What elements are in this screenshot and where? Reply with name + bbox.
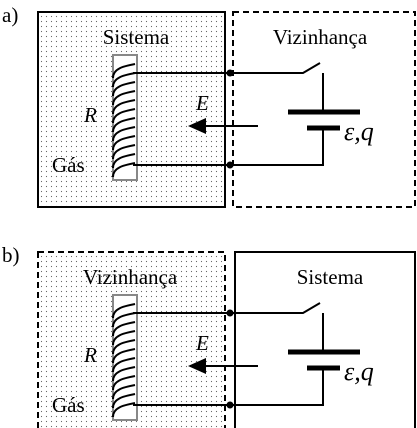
left-box-label: Sistema: [103, 25, 170, 49]
terminal: [227, 310, 234, 317]
panel-label: b): [2, 243, 20, 267]
left-box-label: Vizinhança: [83, 265, 178, 289]
panel-a: a) Sistema Vizinhança E R Gás ε,q: [2, 3, 415, 207]
terminal: [227, 162, 234, 169]
resistor-label: R: [83, 343, 97, 367]
energy-label: E: [195, 331, 209, 355]
gas-label: Gás: [52, 153, 85, 177]
right-box-label: Sistema: [297, 265, 364, 289]
resistor-label: R: [83, 103, 97, 127]
panel-label: a): [2, 3, 18, 27]
source-label: ε,q: [344, 117, 374, 146]
energy-label: E: [195, 91, 209, 115]
terminal: [227, 402, 234, 409]
diagram: a) Sistema Vizinhança E R Gás ε,q b) Vizinh…: [0, 0, 417, 428]
right-box-label: Vizinhança: [273, 25, 368, 49]
panel-b: b) Vizinhança Sistema E R Gás ε,q: [2, 243, 415, 428]
terminal: [227, 70, 234, 77]
gas-label: Gás: [52, 393, 85, 417]
source-label: ε,q: [344, 357, 374, 386]
